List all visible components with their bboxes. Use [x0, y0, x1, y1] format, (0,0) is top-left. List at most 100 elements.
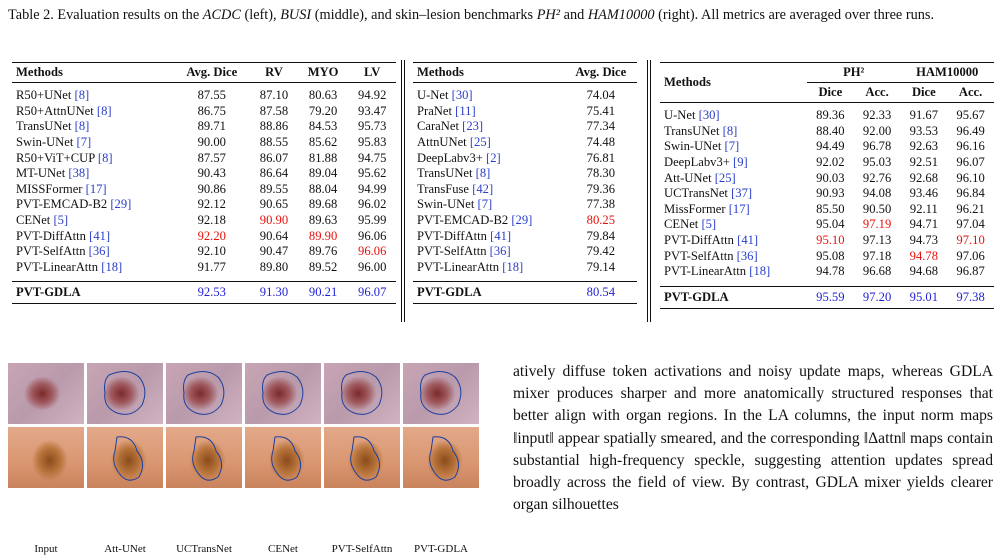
metric-cell: 92.51 [909, 155, 938, 170]
citation: [8] [74, 119, 90, 134]
metric-cell: 94.92 [358, 88, 387, 103]
metric-cell: 89.71 [197, 119, 226, 134]
table-row: UCTransNet [37] 90.93 94.08 93.46 96.84 [660, 186, 994, 202]
metric-cell: 74.48 [586, 135, 615, 150]
metric-cell: 92.68 [909, 170, 938, 185]
contour [420, 371, 462, 415]
contour [350, 436, 380, 481]
figure-label: Input [34, 543, 58, 555]
metric-cell: 95.99 [358, 213, 387, 228]
figure-label: UCTransNet [176, 543, 232, 555]
citation: [8] [722, 123, 738, 138]
table-row: PVT-EMCAD-B2 [29] 92.12 90.65 89.68 96.02 [12, 197, 396, 213]
citation: [17] [85, 181, 107, 196]
table-row: U-Net [30] 74.04 [413, 83, 637, 104]
metric-cell: 92.33 [862, 108, 892, 123]
metric-cell: 95.73 [358, 119, 387, 134]
caption-part: (middle), and skin–lesion benchmarks [311, 7, 537, 23]
method-cell: DeepLabv3+ [9] [660, 155, 807, 171]
lesion-image [166, 363, 242, 424]
figure-label: CENet [268, 543, 298, 555]
citation: [9] [733, 155, 748, 170]
method-name: CENet [16, 213, 51, 228]
caption-part: Table 2. Evaluation results on the [8, 7, 203, 23]
metric-cell: 93.53 [909, 123, 938, 138]
method-cell: PraNet [11] [413, 104, 565, 120]
metric-cell: 87.57 [197, 150, 226, 165]
metric-cell: 87.10 [259, 88, 289, 103]
table-row: MissFormer [17] 85.50 90.50 92.11 96.21 [660, 202, 994, 218]
metric-cell: 81.88 [308, 150, 338, 165]
citation: [41] [490, 228, 512, 243]
citation: [30] [451, 88, 473, 103]
method-cell: CENet [5] [12, 213, 173, 229]
table-header: Methods PH² HAM10000 Dice Acc. Dice Acc. [660, 62, 994, 103]
metric-cell: 96.16 [956, 139, 985, 154]
metric-cell: 89.90 [308, 228, 338, 243]
contour [271, 436, 301, 481]
table-row: PVT-DiffAttn [41] 92.20 90.64 89.90 96.06 [12, 228, 396, 244]
citation: [42] [472, 181, 494, 196]
metric-cell: 85.62 [308, 135, 338, 150]
group-header: PH² [806, 62, 901, 83]
citation: [8] [74, 88, 90, 103]
contour [262, 371, 304, 415]
contour [429, 436, 459, 481]
method-name: PVT-EMCAD-B2 [417, 213, 509, 228]
method-cell: PVT-GDLA [16, 285, 81, 300]
metric-cell: 95.03 [862, 155, 892, 170]
column-header: MYO [307, 65, 339, 79]
metric-cell: 90.90 [259, 213, 289, 228]
method-cell: TransUNet [8] [660, 124, 807, 140]
method-cell: PVT-DiffAttn [41] [660, 233, 807, 249]
table-row: AttnUNet [25] 74.48 [413, 135, 637, 151]
metric-cell: 90.64 [259, 228, 289, 243]
metric-cell: 94.71 [909, 217, 938, 232]
method-name: Swin-UNet [417, 197, 475, 212]
metric-cell: 94.75 [358, 150, 387, 165]
metric-cell: 92.00 [862, 123, 892, 138]
metric-cell: 90.00 [197, 135, 226, 150]
metric-cell: 92.10 [197, 244, 226, 259]
contour-line [262, 371, 304, 415]
metric-cell: 95.04 [816, 217, 845, 232]
metric-cell: 89.55 [259, 181, 289, 196]
method-cell: TransUNet [8] [413, 166, 565, 182]
method-name: CaraNet [417, 119, 459, 134]
table-row: PVT-LinearAttn [18] 91.77 89.80 89.52 96.00 [12, 260, 396, 282]
header-row: Dice Acc. Dice Acc. [660, 83, 994, 103]
metric-cell: 92.76 [862, 170, 892, 185]
table-row: PVT-SelfAttn [36] 79.42 [413, 244, 637, 260]
table-row: DeepLabv3+ [9] 92.02 95.03 92.51 96.07 [660, 155, 994, 171]
table-body: U-Net [30] 89.36 92.33 91.67 95.67 TransUNet … [660, 103, 994, 287]
citation: [29] [511, 213, 533, 228]
method-cell: Att-UNet [25] [660, 170, 807, 186]
metric-cell: 89.68 [308, 197, 338, 212]
method-cell: R50+ViT+CUP [8] [12, 150, 173, 166]
metric-cell: 89.04 [308, 166, 338, 181]
method-name: U-Net [417, 88, 449, 103]
method-name: Swin-UNet [16, 135, 74, 150]
metric-cell: 97.19 [862, 217, 892, 232]
table-row: PVT-SelfAttn [36] 95.08 97.18 94.78 97.06 [660, 248, 994, 264]
table-caption: Table 2. Evaluation results on the ACDC … [8, 5, 994, 25]
metric-cell: 95.67 [956, 108, 985, 123]
metric-cell: 96.78 [862, 139, 892, 154]
metric-cell: 96.84 [956, 186, 985, 201]
contour-line [420, 371, 462, 415]
table-row: MISSFormer [17] 90.86 89.55 88.04 94.99 [12, 182, 396, 198]
table-row: DeepLabv3+ [2] 76.81 [413, 150, 637, 166]
caption-part: BUSI [280, 7, 312, 23]
contour [341, 371, 383, 415]
column-header: Methods [664, 75, 711, 89]
metric-cell: 95.01 [909, 289, 938, 304]
metric-cell: 74.04 [586, 88, 615, 103]
citation: [8] [97, 150, 113, 165]
table-row: TransUNet [8] 78.30 [413, 166, 637, 182]
metric-cell: 96.21 [956, 201, 985, 216]
citation: [18] [749, 264, 771, 279]
citation: [41] [737, 233, 759, 248]
method-name: PVT-LinearAttn [16, 259, 99, 274]
citation: [7] [76, 135, 92, 150]
method-cell: PVT-SelfAttn [36] [660, 248, 807, 264]
